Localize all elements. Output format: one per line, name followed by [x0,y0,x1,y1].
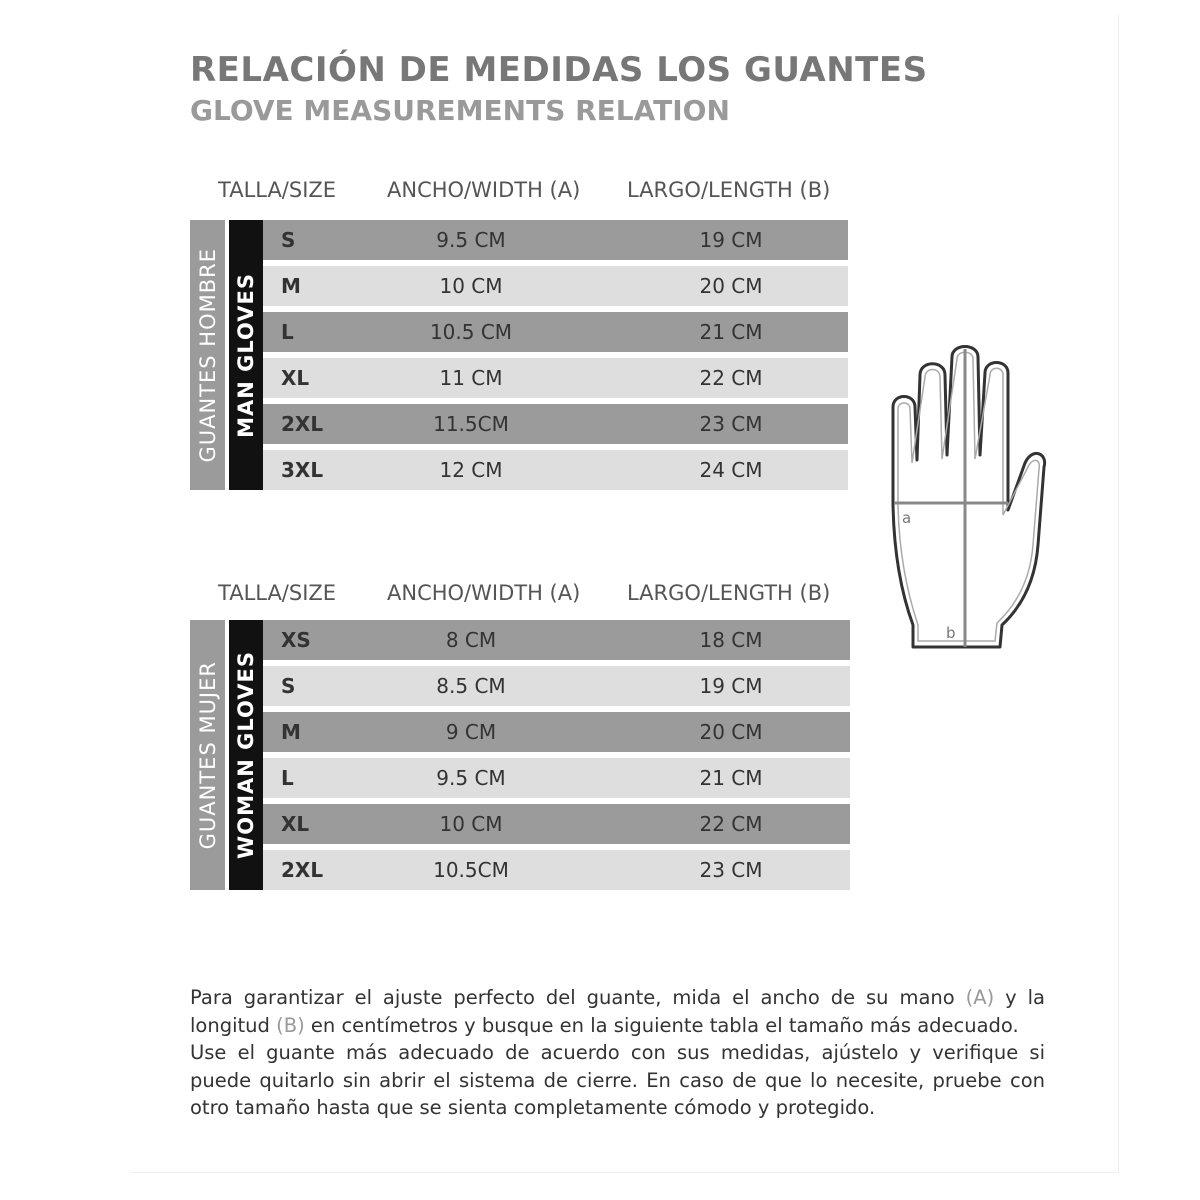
width-cell: 8.5 CM [436,674,506,698]
table-row: XL 10 CM 22 CM [263,804,850,844]
instructions: Para garantizar el ajuste perfecto del g… [190,984,1045,1122]
highlight: (A) [965,986,995,1009]
text: Para garantizar el ajuste perfecto del g… [190,986,966,1009]
hand-diagram: a b [891,345,1047,649]
group-label: GUANTES HOMBRE [190,220,225,490]
table-row: M 10 CM 20 CM [263,266,848,306]
column-header: TALLA/SIZE [218,178,337,202]
table-row: 2XL 10.5CM 23 CM [263,850,850,890]
width-cell: 8 CM [445,628,497,652]
column-header: ANCHO/WIDTH (A) [387,178,581,202]
length-cell: 18 CM [699,628,763,652]
width-label: a [902,509,911,527]
group-text: GUANTES MUJER [195,660,220,850]
column-header: ANCHO/WIDTH (A) [387,581,581,605]
length-label: b [946,624,956,642]
table-row: M 9 CM 20 CM [263,712,850,752]
group-label-en: WOMAN GLOVES [229,620,263,890]
width-cell: 10.5 CM [429,320,513,344]
size-cell: 2XL [281,858,324,882]
table-row: XS 8 CM 18 CM [263,620,850,660]
width-cell: 9.5 CM [436,228,506,252]
table-row: S 8.5 CM 19 CM [263,666,850,706]
group-text: MAN GLOVES [234,272,258,438]
length-cell: 19 CM [699,228,763,252]
table-row: XL 11 CM 22 CM [263,358,848,398]
subtitle: GLOVE MEASUREMENTS RELATION [190,94,730,127]
hand-outline [891,345,1047,649]
paragraph: Use el guante más adecuado de acuerdo co… [190,1041,1045,1119]
column-header: LARGO/LENGTH (B) [627,178,831,202]
size-cell: L [281,320,294,344]
highlight: (B) [276,1013,305,1037]
group-label-en: MAN GLOVES [229,220,263,490]
length-cell: 23 CM [699,412,763,436]
width-cell: 10 CM [439,274,503,298]
length-cell: 21 CM [699,766,763,790]
card [130,15,1119,1173]
width-cell: 11.5CM [433,412,509,436]
table-row: 2XL 11.5CM 23 CM [263,404,848,444]
title: RELACIÓN DE MEDIDAS LOS GUANTES [190,50,928,90]
width-cell: 9.5 CM [436,766,506,790]
table-row: L 10.5 CM 21 CM [263,312,848,352]
size-cell: XL [281,812,310,836]
size-cell: 3XL [281,458,324,482]
size-cell: XL [281,366,310,390]
width-cell: 9 CM [445,720,497,744]
length-cell: 24 CM [699,458,763,482]
width-cell: 10.5CM [433,858,509,882]
length-cell: 22 CM [699,812,763,836]
text: en centímetros y busque en la siguiente … [304,1013,1019,1037]
table-row: L 9.5 CM 21 CM [263,758,850,798]
size-cell: 2XL [281,412,324,436]
column-header: TALLA/SIZE [218,581,337,605]
table-row: S 9.5 CM 19 CM [263,220,848,260]
column-header: LARGO/LENGTH (B) [627,581,831,605]
size-cell: M [281,274,301,298]
group-label: GUANTES MUJER [190,620,225,890]
length-cell: 19 CM [699,674,763,698]
length-cell: 22 CM [699,366,763,390]
table-row: 3XL 12 CM 24 CM [263,450,848,490]
size-cell: XS [281,628,311,652]
length-cell: 20 CM [699,274,763,298]
size-cell: M [281,720,301,744]
length-cell: 23 CM [699,858,763,882]
width-cell: 10 CM [439,812,503,836]
width-cell: 12 CM [439,458,503,482]
group-text: WOMAN GLOVES [234,651,258,859]
size-cell: S [281,674,296,698]
size-cell: S [281,228,296,252]
paragraph: Para garantizar el ajuste perfecto del g… [190,984,1045,1039]
size-cell: L [281,766,294,790]
text: y la longitud [190,986,1045,1037]
group-text: GUANTES HOMBRE [195,247,220,463]
width-cell: 11 CM [439,366,503,390]
length-cell: 21 CM [699,320,763,344]
length-cell: 20 CM [699,720,763,744]
